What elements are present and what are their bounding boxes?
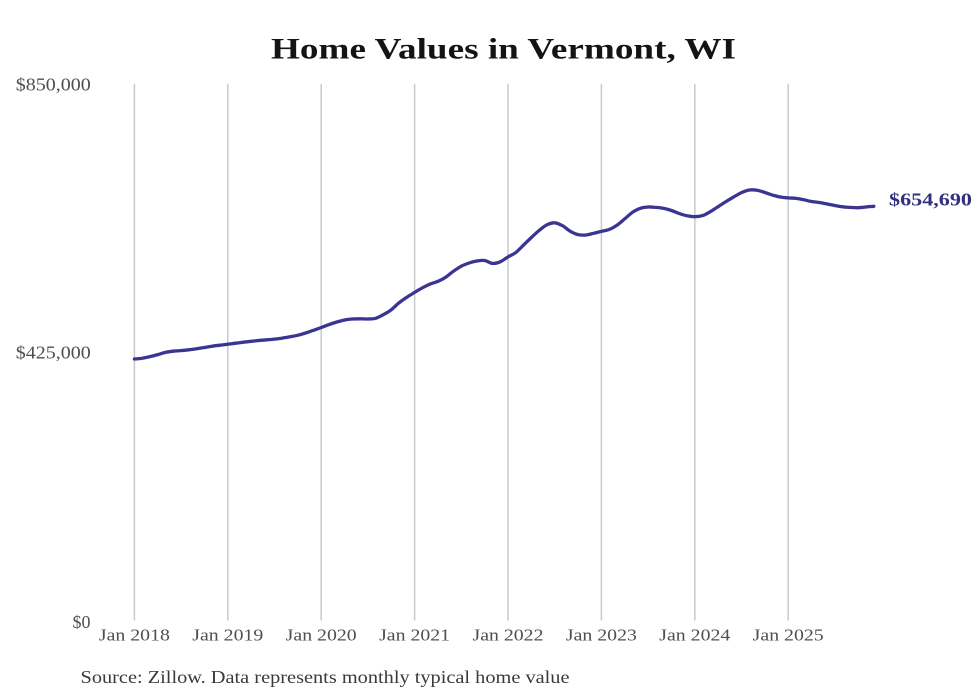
- svg-text:Jan 2025: Jan 2025: [753, 625, 824, 644]
- svg-text:$425,000: $425,000: [16, 343, 91, 363]
- svg-text:$0: $0: [73, 612, 91, 632]
- svg-text:Jan 2024: Jan 2024: [659, 625, 730, 644]
- svg-text:Jan 2022: Jan 2022: [473, 625, 544, 644]
- svg-text:Jan 2023: Jan 2023: [566, 625, 637, 644]
- svg-text:Jan 2021: Jan 2021: [379, 625, 450, 644]
- svg-text:$654,690: $654,690: [889, 190, 972, 210]
- svg-text:Jan 2018: Jan 2018: [99, 625, 170, 644]
- svg-text:Source: Zillow. Data represent: Source: Zillow. Data represents monthly …: [81, 667, 570, 687]
- svg-text:Home Values in Vermont, WI: Home Values in Vermont, WI: [271, 34, 736, 66]
- svg-text:Jan 2019: Jan 2019: [192, 625, 263, 644]
- svg-text:Jan 2020: Jan 2020: [286, 625, 357, 644]
- svg-text:$850,000: $850,000: [16, 74, 91, 94]
